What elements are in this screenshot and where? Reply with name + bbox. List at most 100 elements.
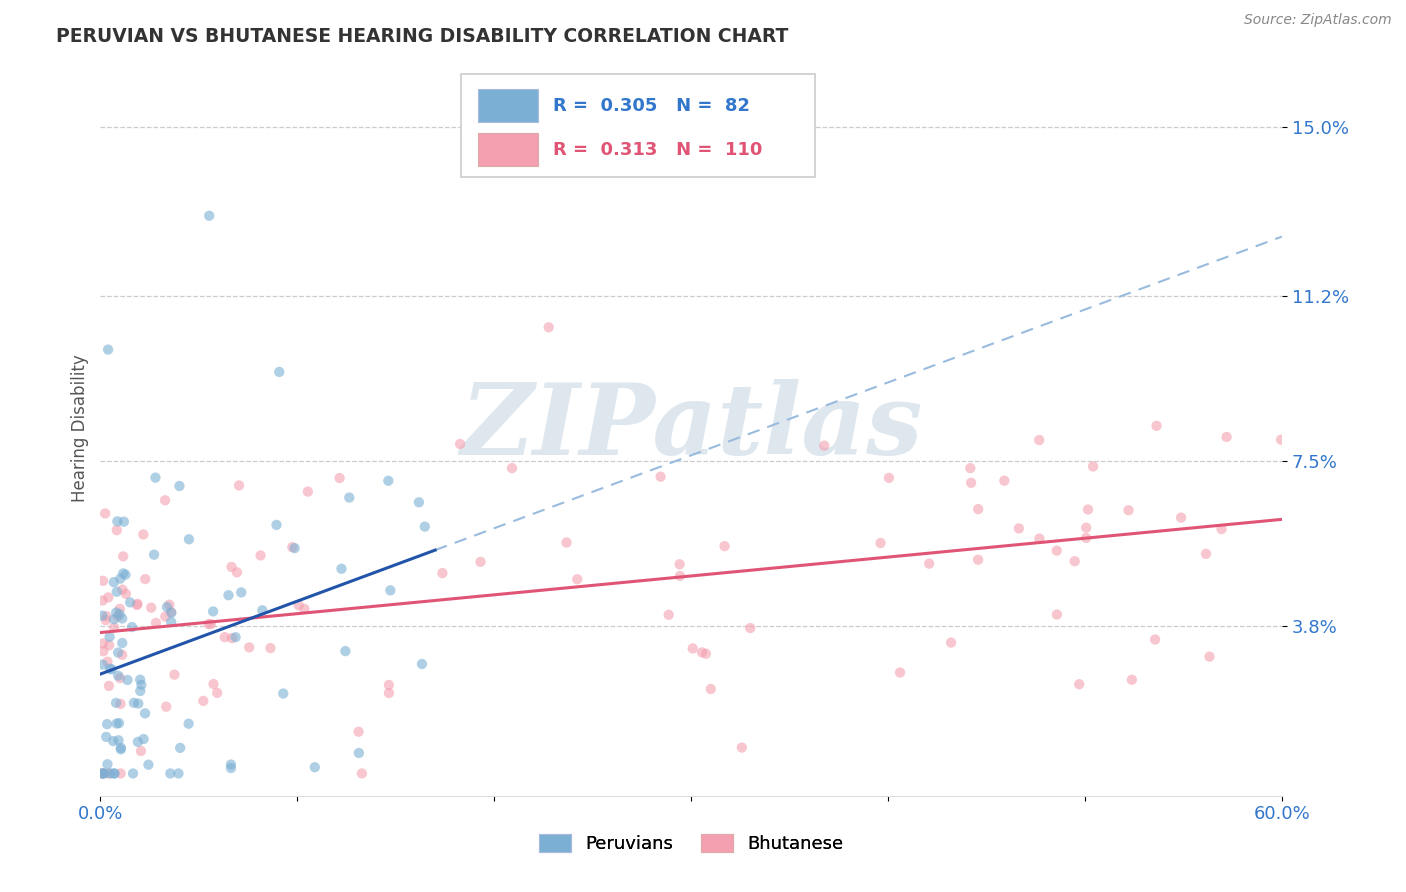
Point bbox=[335, 644, 357, 658]
Point bbox=[669, 569, 692, 583]
Point bbox=[145, 615, 167, 630]
Point bbox=[219, 761, 242, 775]
Point bbox=[105, 696, 128, 710]
Point bbox=[449, 437, 471, 451]
Point bbox=[143, 548, 166, 562]
Point bbox=[100, 766, 122, 780]
Point bbox=[1063, 554, 1085, 568]
Text: R =  0.305   N =  82: R = 0.305 N = 82 bbox=[553, 97, 749, 115]
Text: Source: ZipAtlas.com: Source: ZipAtlas.com bbox=[1244, 13, 1392, 28]
Point bbox=[117, 673, 139, 687]
Point bbox=[413, 519, 436, 533]
Point bbox=[105, 716, 128, 731]
Point bbox=[259, 641, 281, 656]
Point bbox=[96, 730, 118, 744]
Point bbox=[127, 697, 149, 711]
Point bbox=[157, 598, 180, 612]
Point bbox=[813, 439, 835, 453]
Point bbox=[111, 648, 134, 662]
Point bbox=[107, 733, 129, 747]
Point bbox=[96, 609, 118, 624]
Point bbox=[650, 469, 672, 483]
Point bbox=[567, 572, 589, 586]
Point bbox=[108, 716, 131, 731]
Point bbox=[120, 595, 142, 609]
Point bbox=[281, 540, 304, 554]
Point bbox=[219, 757, 242, 772]
Point bbox=[105, 606, 128, 620]
Point bbox=[97, 343, 120, 357]
Point bbox=[91, 766, 114, 780]
Point bbox=[1198, 649, 1220, 664]
Point bbox=[93, 766, 115, 780]
Point bbox=[91, 766, 114, 780]
Point bbox=[377, 474, 399, 488]
Point bbox=[160, 606, 183, 620]
Point bbox=[1121, 673, 1143, 687]
Point bbox=[127, 735, 149, 749]
Point bbox=[129, 684, 152, 698]
Point bbox=[167, 766, 190, 780]
Point bbox=[159, 766, 181, 780]
Point bbox=[266, 517, 288, 532]
Point bbox=[1077, 502, 1099, 516]
Point bbox=[156, 599, 179, 614]
Point bbox=[292, 602, 315, 616]
Point bbox=[193, 694, 215, 708]
Point bbox=[350, 766, 373, 780]
Point bbox=[91, 766, 114, 780]
Point bbox=[304, 760, 326, 774]
Point bbox=[96, 757, 118, 772]
Point bbox=[98, 662, 121, 676]
Point bbox=[1046, 543, 1069, 558]
Point bbox=[225, 630, 247, 644]
Point bbox=[555, 535, 578, 549]
Point bbox=[132, 732, 155, 747]
Point bbox=[214, 630, 236, 644]
Point bbox=[110, 742, 132, 756]
Point bbox=[169, 479, 191, 493]
Point bbox=[329, 471, 352, 485]
Point bbox=[347, 724, 370, 739]
Point bbox=[939, 635, 962, 649]
Point bbox=[226, 566, 249, 580]
Point bbox=[100, 662, 122, 676]
Point bbox=[155, 699, 177, 714]
Point bbox=[108, 607, 131, 622]
Point bbox=[1081, 459, 1104, 474]
Point bbox=[96, 717, 118, 731]
Point bbox=[1069, 677, 1091, 691]
Point bbox=[94, 613, 117, 627]
Point bbox=[91, 766, 114, 780]
Point bbox=[695, 647, 717, 661]
Point bbox=[91, 574, 114, 588]
Point bbox=[98, 638, 121, 652]
Point bbox=[160, 615, 183, 629]
Point bbox=[153, 493, 176, 508]
Point bbox=[103, 766, 125, 780]
FancyBboxPatch shape bbox=[461, 74, 815, 178]
Point bbox=[105, 584, 128, 599]
Point bbox=[713, 539, 735, 553]
Text: PERUVIAN VS BHUTANESE HEARING DISABILITY CORRELATION CHART: PERUVIAN VS BHUTANESE HEARING DISABILITY… bbox=[56, 27, 789, 45]
Point bbox=[122, 766, 145, 780]
Point bbox=[97, 591, 120, 605]
Point bbox=[122, 696, 145, 710]
Point bbox=[134, 572, 156, 586]
Point bbox=[337, 491, 360, 505]
Point bbox=[877, 471, 900, 485]
Point bbox=[408, 495, 430, 509]
Point bbox=[112, 566, 135, 581]
Point bbox=[112, 549, 135, 564]
Point bbox=[98, 766, 121, 780]
Point bbox=[134, 706, 156, 721]
Point bbox=[197, 617, 219, 632]
Point bbox=[129, 673, 152, 687]
Point bbox=[889, 665, 911, 680]
Point bbox=[380, 583, 402, 598]
Point bbox=[202, 604, 225, 618]
Point bbox=[1046, 607, 1069, 622]
Point bbox=[202, 677, 225, 691]
Point bbox=[1076, 521, 1098, 535]
Point bbox=[127, 597, 149, 611]
